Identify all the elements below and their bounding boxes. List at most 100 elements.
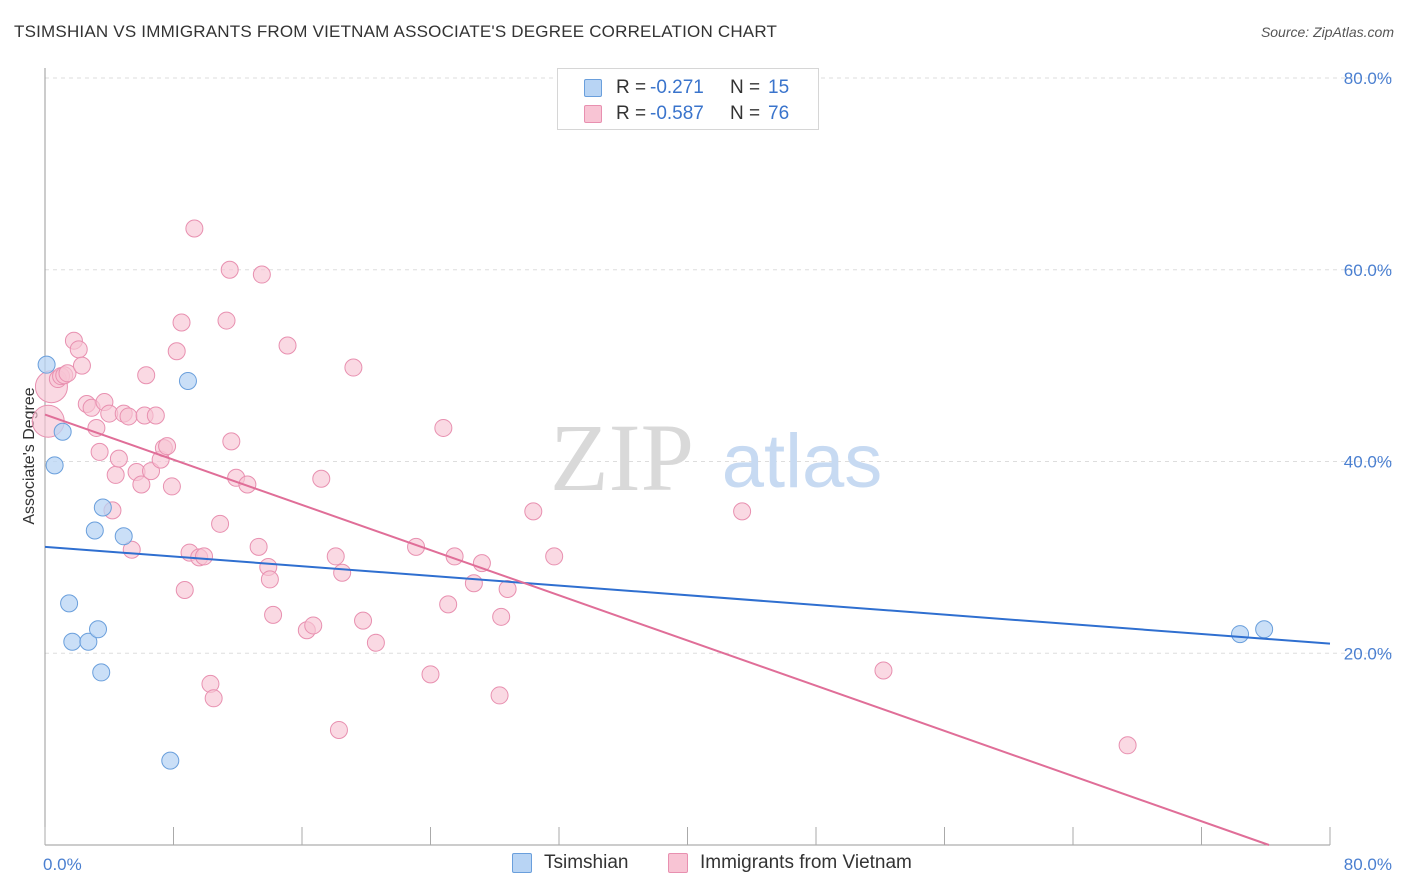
data-point-vietnam [312,469,331,488]
trend-line-vietnam [44,413,1270,846]
data-point-vietnam [211,514,230,533]
y-tick-label: 40.0% [1344,453,1392,472]
data-point-vietnam [167,342,186,361]
data-point-vietnam [490,686,509,705]
legend-n-label: N = [730,77,761,98]
data-point-vietnam [252,265,271,284]
data-point-vietnam [222,432,241,451]
data-point-vietnam [366,633,385,652]
legend-n-value: 76 [768,103,790,124]
legend-item-tsimshian[interactable]: Tsimshian [512,850,628,876]
data-point-tsimshian [161,751,180,770]
data-point-tsimshian [45,456,64,475]
data-point-vietnam [195,547,214,566]
data-point-vietnam [220,260,239,279]
data-point-vietnam [90,442,109,461]
data-point-vietnam [58,364,77,383]
data-point-vietnam [185,219,204,238]
data-point-vietnam [119,407,138,426]
data-point-tsimshian [114,527,133,546]
legend-row-vietnam: R = -0.587 N = 76 [584,102,789,126]
legend-swatch-pink [668,853,688,873]
data-point-vietnam [172,313,191,332]
trend-line-tsimshian [44,545,1331,645]
data-point-tsimshian [178,371,197,390]
data-point-vietnam [278,336,297,355]
data-point-vietnam [421,665,440,684]
y-axis-title: Associate's Degree [21,387,38,524]
legend-label-vietnam: Immigrants from Vietnam [700,852,912,873]
data-point-tsimshian [89,620,108,639]
data-point-vietnam [344,358,363,377]
data-point-vietnam [109,449,128,468]
data-point-vietnam [162,477,181,496]
data-point-tsimshian [79,632,98,651]
data-point-vietnam [264,605,283,624]
legend-r-value: -0.587 [650,103,704,124]
data-point-tsimshian [63,632,82,651]
data-point-vietnam [333,563,352,582]
data-point-vietnam [204,689,223,708]
legend-n-label: N = [730,103,761,124]
data-point-vietnam [238,475,257,494]
legend-r-label: R = [616,103,647,124]
data-point-tsimshian [60,594,79,613]
data-point-vietnam [464,574,483,593]
data-point-vietnam [142,462,161,481]
legend-item-vietnam[interactable]: Immigrants from Vietnam [668,850,912,876]
data-point-vietnam [326,547,345,566]
x-ticks [44,827,1331,845]
data-point-vietnam [158,437,177,456]
y-tick-label: 20.0% [1344,644,1392,663]
data-point-vietnam [524,502,543,521]
data-point-vietnam [106,465,125,484]
data-point-vietnam [249,537,268,556]
grid-lines [45,77,1392,654]
data-point-vietnam [260,570,279,589]
y-tick-label: 80.0% [1344,69,1392,88]
data-point-vietnam [137,366,156,385]
legend-label-tsimshian: Tsimshian [544,852,629,873]
data-point-vietnam [72,356,91,375]
data-point-vietnam [329,720,348,739]
legend-swatch-blue [512,853,532,873]
data-point-tsimshian [85,521,104,540]
data-point-vietnam [132,475,151,494]
data-point-tsimshian [1255,620,1274,639]
y-tick-label: 60.0% [1344,261,1392,280]
data-point-vietnam [874,661,893,680]
x-tick-label-min: 0.0% [43,855,82,874]
data-point-vietnam [439,595,458,614]
data-point-vietnam [545,547,564,566]
trend-lines [44,413,1331,846]
data-point-vietnam [492,607,511,626]
data-point-vietnam [69,340,88,359]
data-point-vietnam [217,311,236,330]
series-vietnam-points [31,219,1137,755]
legend-swatch-pink [584,105,602,123]
data-point-tsimshian [37,355,56,374]
legend-n-value: 15 [768,77,790,98]
data-point-vietnam [498,580,517,599]
legend-r-label: R = [616,77,647,98]
data-point-vietnam [175,580,194,599]
data-point-vietnam [146,406,165,425]
series-tsimshian-points [37,355,1274,770]
chart-title: TSIMSHIAN VS IMMIGRANTS FROM VIETNAM ASS… [14,22,778,41]
data-point-vietnam [733,502,752,521]
data-point-tsimshian [92,663,111,682]
source-credit: Source: ZipAtlas.com [1260,24,1394,40]
data-point-vietnam [87,418,106,437]
data-point-vietnam [304,616,323,635]
x-tick-label-max: 80.0% [1344,855,1392,874]
stats-legend: R = -0.271 N = 15 R = -0.587 N = 76 [557,68,819,130]
watermark: ZIP atlas [550,404,882,511]
data-point-vietnam [434,418,453,437]
data-point-tsimshian [53,422,72,441]
data-point-vietnam [354,611,373,630]
data-point-tsimshian [1231,625,1250,644]
legend-swatch-blue [584,79,602,97]
legend-row-tsimshian: R = -0.271 N = 15 [584,76,789,100]
data-point-tsimshian [93,498,112,517]
